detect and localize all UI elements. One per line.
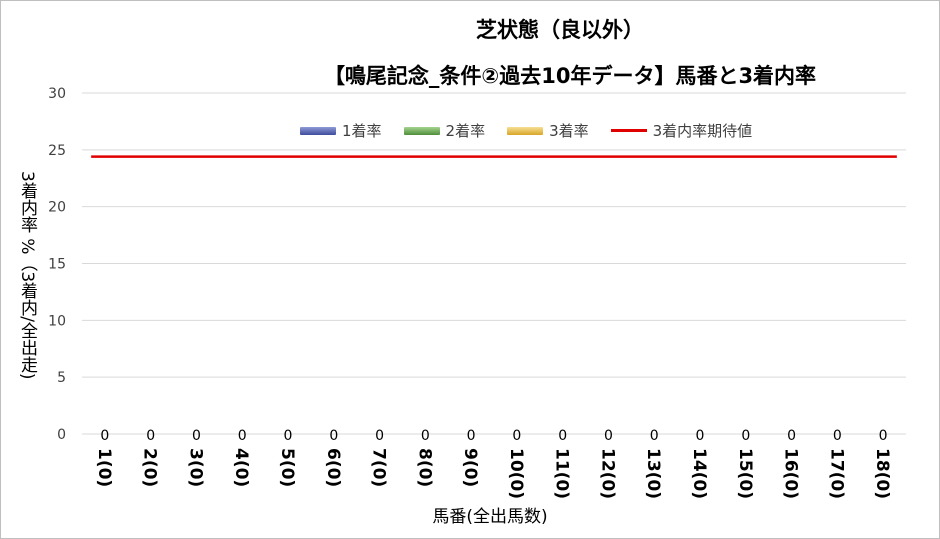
y-tick-label-25: 25 [48,143,66,159]
data-label-6: 0 [329,428,338,444]
chart-subtitle: 【鳴尾記念_条件②過去10年データ】馬番と3着内率 [323,64,817,88]
data-label-18: 0 [879,428,888,444]
data-label-12: 0 [604,428,613,444]
legend-label-expected: 3着内率期待値 [652,122,753,140]
y-axis-label: 3着内率 %（3着内/全出走) [17,170,37,380]
x-tick-label-6: 6(0) [323,448,343,487]
x-tick-label-15: 15(0) [735,448,755,499]
x-tick-label-1: 1(0) [94,448,114,487]
data-label-2: 0 [146,428,155,444]
y-tick-label-20: 20 [48,200,66,216]
data-label-7: 0 [375,428,384,444]
y-tick-label-15: 15 [48,257,66,273]
legend-label-win: 1着率 [342,122,382,140]
y-tick-label-30: 30 [48,86,66,102]
x-tick-label-8: 8(0) [414,448,434,487]
x-tick-label-13: 13(0) [643,448,663,499]
x-tick-label-12: 12(0) [597,448,617,499]
data-label-1: 0 [100,428,109,444]
x-tick-label-11: 11(0) [552,448,572,499]
y-tick-label-0: 0 [57,427,66,443]
legend-item-second: 2着率 [403,120,486,141]
legend-swatch-expected [610,129,647,132]
y-tick-label-5: 5 [57,370,66,386]
data-label-10: 0 [512,428,521,444]
legend-item-expected: 3着内率期待値 [610,120,753,141]
data-label-11: 0 [558,428,567,444]
x-tick-label-3: 3(0) [185,448,205,487]
x-tick-label-2: 2(0) [140,448,160,487]
data-label-13: 0 [650,428,659,444]
legend-swatch-second [403,126,440,135]
x-tick-label-14: 14(0) [689,448,709,499]
data-label-14: 0 [696,428,705,444]
data-label-8: 0 [421,428,430,444]
data-label-17: 0 [833,428,842,444]
legend-label-second: 2着率 [445,122,486,140]
y-tick-label-10: 10 [48,313,66,329]
x-tick-label-16: 16(0) [781,448,801,499]
chart-title: 芝状態（良以外） [476,18,644,42]
legend-label-third: 3着率 [549,122,589,140]
x-tick-label-5: 5(0) [277,448,297,487]
data-label-4: 0 [238,428,247,444]
data-label-15: 0 [741,428,750,444]
x-tick-label-17: 17(0) [826,448,846,499]
legend: 1着率 2着率 3着率 3着内率期待値 [300,120,774,141]
x-tick-label-7: 7(0) [369,448,389,487]
data-label-5: 0 [284,428,293,444]
legend-swatch-third [507,126,544,135]
x-tick-label-4: 4(0) [231,448,251,487]
legend-item-third: 3着率 [507,120,589,141]
x-tick-label-9: 9(0) [460,448,480,487]
x-tick-label-10: 10(0) [506,448,526,499]
data-label-3: 0 [192,428,201,444]
data-label-9: 0 [467,428,476,444]
x-tick-label-18: 18(0) [872,448,892,499]
data-label-16: 0 [787,428,796,444]
x-axis-label: 馬番(全出馬数) [432,507,548,527]
legend-item-win: 1着率 [300,120,382,141]
legend-swatch-win [300,126,336,135]
